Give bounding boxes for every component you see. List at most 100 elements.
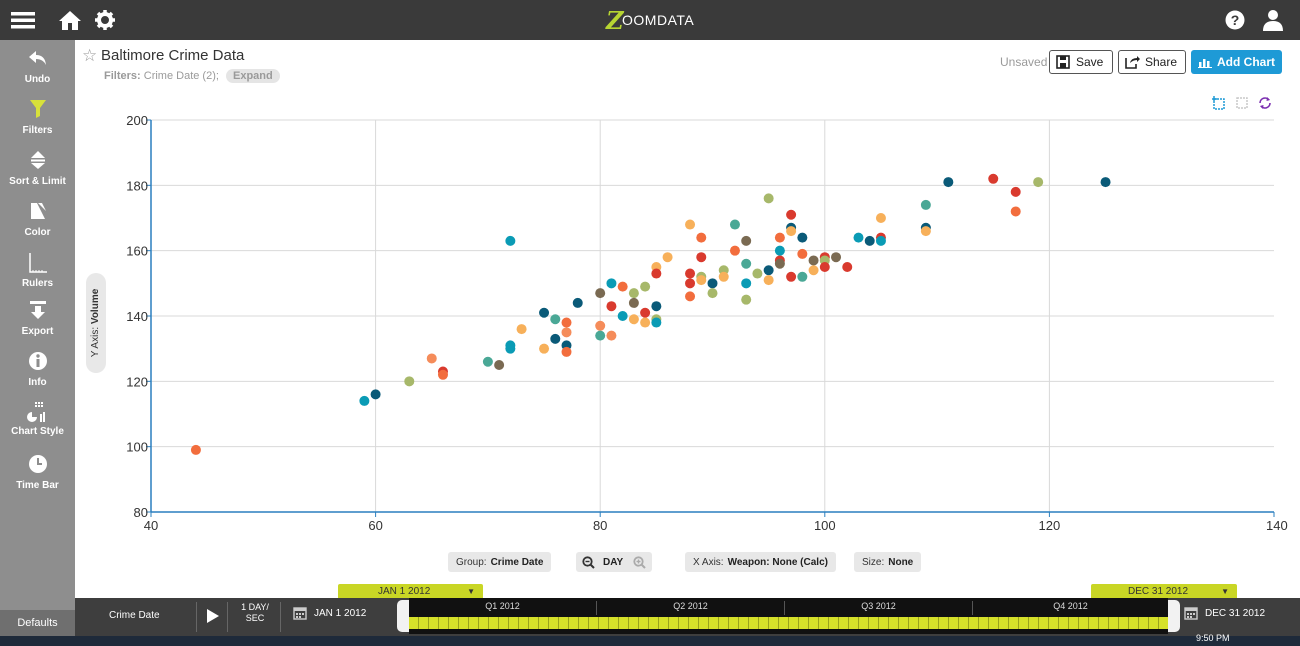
expand-filters-button[interactable]: Expand [226,69,280,83]
user-icon[interactable] [1258,0,1288,40]
zoom-out-icon[interactable] [582,555,595,569]
sidebar-item-rulers[interactable]: Rulers [0,252,75,289]
data-point[interactable] [606,278,617,289]
data-point[interactable] [696,275,707,286]
sidebar-item-filters[interactable]: Filters [0,99,75,136]
data-point[interactable] [696,232,707,243]
data-point[interactable] [640,317,651,328]
data-point[interactable] [1033,177,1044,188]
defaults-button[interactable]: Defaults [0,610,75,636]
data-point[interactable] [572,297,583,308]
data-point[interactable] [404,376,415,387]
data-point[interactable] [718,271,729,282]
group-by-selector[interactable]: Group: Crime Date [448,552,552,572]
data-point[interactable] [617,311,628,321]
timeline-end-handle[interactable] [1168,600,1180,632]
data-point[interactable] [786,209,797,220]
data-point[interactable] [550,314,561,325]
data-point[interactable] [505,343,516,354]
y-axis-selector[interactable] [86,273,106,373]
playback-speed[interactable]: 1 DAY/ SEC [235,602,275,624]
data-point[interactable] [763,265,774,276]
add-chart-button[interactable]: Add Chart [1191,50,1282,74]
data-point[interactable] [741,294,752,305]
sidebar-item-time-bar[interactable]: Time Bar [0,454,75,491]
data-point[interactable] [774,232,785,243]
data-point[interactable] [651,301,662,312]
favorite-star-icon[interactable]: ☆ [82,46,98,65]
data-point[interactable] [741,278,752,289]
data-point[interactable] [437,369,448,380]
data-point[interactable] [595,330,606,341]
data-point[interactable] [920,199,931,210]
data-point[interactable] [539,307,550,318]
data-point[interactable] [628,288,639,299]
data-point[interactable] [651,268,662,279]
save-button[interactable]: Save [1049,50,1113,74]
data-point[interactable] [550,333,561,344]
data-point[interactable] [628,314,639,325]
data-point[interactable] [617,281,628,292]
data-point[interactable] [808,265,819,276]
data-point[interactable] [640,307,651,318]
data-point[interactable] [370,389,381,400]
data-point[interactable] [561,317,572,328]
refresh-icon[interactable] [1257,95,1273,116]
data-point[interactable] [729,245,740,256]
sidebar-item-chart-style[interactable]: Chart Style [0,400,75,437]
chart-points[interactable] [190,173,1111,455]
data-point[interactable] [685,219,696,230]
data-point[interactable] [752,268,763,279]
data-point[interactable] [561,346,572,357]
data-point[interactable] [774,258,785,269]
hamburger-menu-icon[interactable] [8,0,38,40]
data-point[interactable] [864,235,875,246]
data-point[interactable] [628,297,639,308]
timeline-selection[interactable] [409,617,1168,629]
sidebar-item-export[interactable]: Export [0,300,75,337]
select-region-icon[interactable] [1212,96,1226,115]
sidebar-item-color[interactable]: Color [0,201,75,238]
data-point[interactable] [606,330,617,341]
data-point[interactable] [505,235,516,246]
data-point[interactable] [741,258,752,269]
data-point[interactable] [426,353,437,364]
data-point[interactable] [494,360,505,370]
data-point[interactable] [640,281,651,292]
share-button[interactable]: Share [1118,50,1186,74]
data-point[interactable] [595,320,606,331]
start-date-flag[interactable]: JAN 1 2012 ▼ [338,584,483,598]
data-point[interactable] [774,245,785,256]
data-point[interactable] [190,444,201,455]
data-point[interactable] [685,268,696,279]
data-point[interactable] [1100,177,1111,188]
data-point[interactable] [988,173,999,184]
data-point[interactable] [685,278,696,289]
end-date-flag[interactable]: DEC 31 2012 ▼ [1091,584,1237,598]
crop-region-icon[interactable] [1235,96,1249,115]
home-icon[interactable] [55,0,85,40]
timeline-track[interactable]: Q1 2012 Q2 2012 Q3 2012 Q4 2012 [409,598,1168,634]
x-axis-selector[interactable]: X Axis: Weapon: None (Calc) [685,552,836,572]
data-point[interactable] [786,226,797,237]
data-point[interactable] [685,291,696,302]
data-point[interactable] [707,288,718,299]
data-point[interactable] [920,226,931,237]
help-icon[interactable]: ? [1222,0,1248,40]
data-point[interactable] [797,271,808,282]
data-point[interactable] [797,232,808,243]
data-point[interactable] [763,193,774,204]
data-point[interactable] [1010,186,1021,197]
data-point[interactable] [561,327,572,338]
data-point[interactable] [875,213,886,223]
data-point[interactable] [797,248,808,259]
data-point[interactable] [539,343,550,354]
sidebar-item-undo[interactable]: Undo [0,48,75,85]
data-point[interactable] [707,278,718,289]
start-date-picker[interactable]: JAN 1 2012 [293,606,366,620]
zoom-in-icon[interactable] [633,555,646,569]
timeline-start-handle[interactable] [397,600,409,632]
data-point[interactable] [842,262,853,272]
data-point[interactable] [606,301,617,312]
sidebar-item-sort-limit[interactable]: Sort & Limit [0,150,75,187]
